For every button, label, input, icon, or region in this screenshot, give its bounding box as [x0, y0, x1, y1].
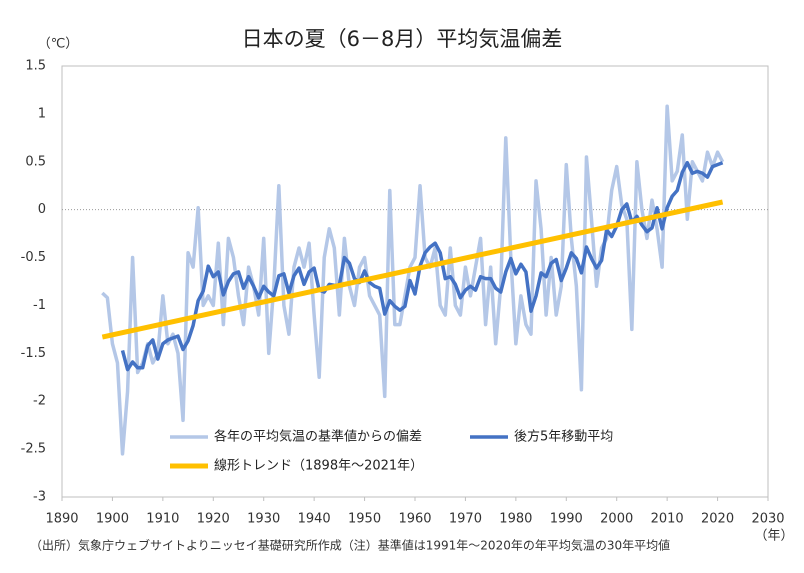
x-tick-label: 1950 — [348, 512, 381, 527]
footnote: （出所）気象庁ウェブサイトよりニッセイ基礎研究所作成（注）基準値は1991年～2… — [30, 538, 670, 553]
x-tick-label: 2020 — [701, 512, 734, 527]
y-tick-label: 0 — [38, 202, 46, 217]
x-tick-label: 1920 — [197, 512, 230, 527]
legend-label: 線形トレンド（1898年～2021年） — [214, 458, 423, 474]
x-axis-label: （年） — [754, 529, 793, 544]
chart-title: 日本の夏（6－8月）平均気温偏差 — [242, 27, 563, 51]
x-tick-label: 2030 — [751, 512, 784, 527]
x-tick-label: 1930 — [247, 512, 280, 527]
x-tick-label: 2000 — [600, 512, 633, 527]
y-tick-label: 1.5 — [25, 59, 46, 74]
x-tick-label: 1900 — [96, 512, 129, 527]
y-tick-label: -1 — [33, 298, 46, 313]
y-tick-label: -2.5 — [21, 442, 46, 457]
x-tick-label: 1980 — [499, 512, 532, 527]
plot-area — [61, 65, 769, 498]
x-tick-label: 1970 — [449, 512, 482, 527]
y-tick-label: -2 — [33, 394, 46, 409]
x-tick-label: 1910 — [146, 512, 179, 527]
y-axis-label: （℃） — [38, 37, 79, 52]
x-tick-label: 1940 — [298, 512, 331, 527]
x-tick-label: 1990 — [550, 512, 583, 527]
y-tick-label: 1 — [38, 106, 46, 121]
series-line — [101, 104, 725, 456]
legend-label: 後方5年移動平均 — [514, 429, 613, 445]
x-tick-label: 2010 — [651, 512, 684, 527]
x-tick-label: 1890 — [45, 512, 78, 527]
x-tick-label: 1960 — [398, 512, 431, 527]
y-tick-label: -1.5 — [21, 346, 46, 361]
y-tick-label: -0.5 — [21, 250, 46, 265]
series-line — [101, 199, 724, 340]
y-tick-label: 0.5 — [25, 154, 46, 169]
legend-label: 各年の平均気温の基準値からの偏差 — [214, 429, 422, 445]
series-line — [120, 160, 724, 372]
y-tick-label: -3 — [33, 490, 46, 505]
